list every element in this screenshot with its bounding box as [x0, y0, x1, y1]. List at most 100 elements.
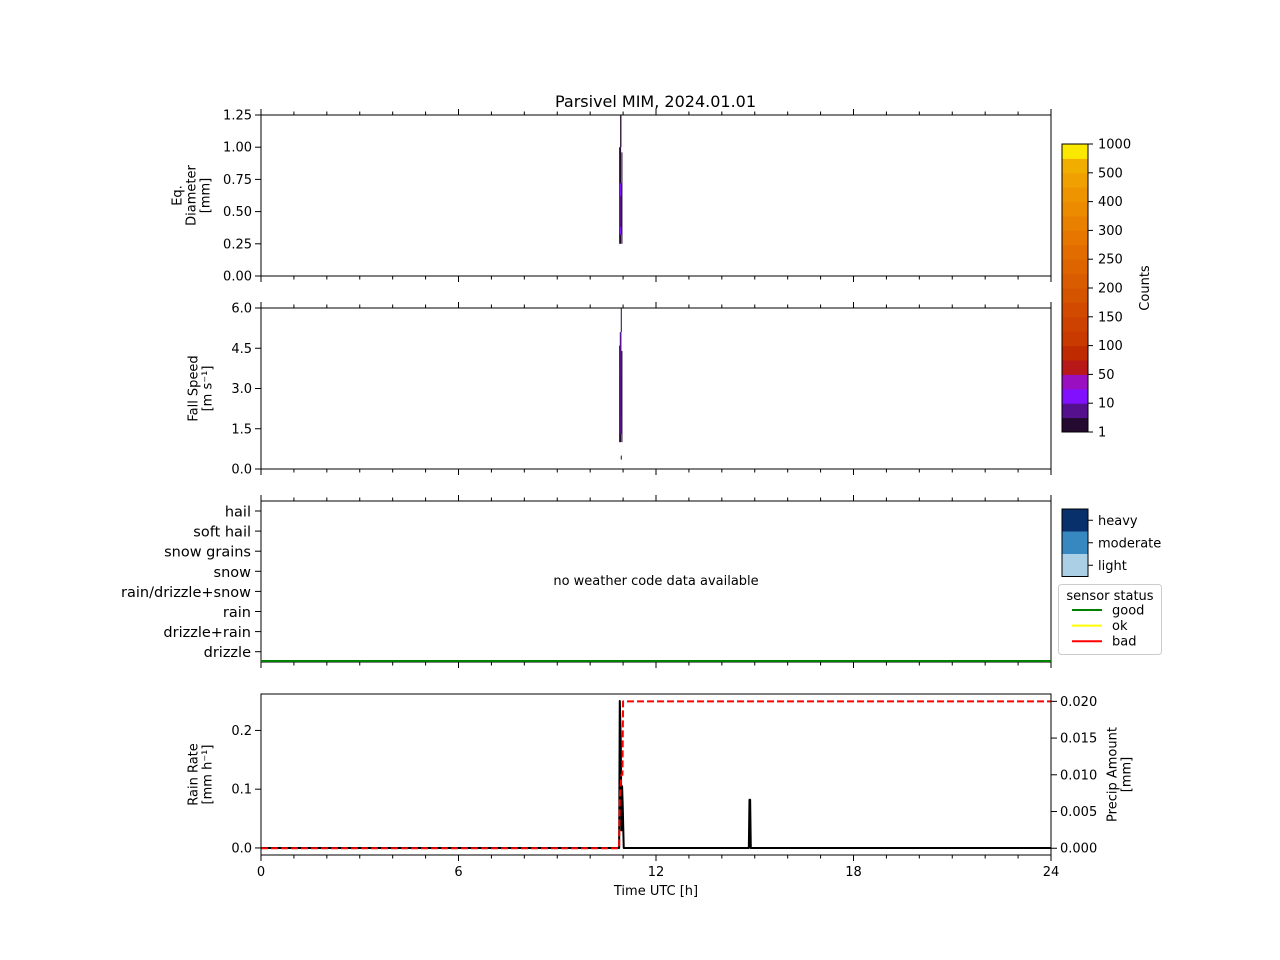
y2-axis-label-line: Precip Amount: [1106, 727, 1121, 822]
y-tick-label: 4.5: [231, 342, 252, 357]
colorbar-tick-label: 250: [1098, 253, 1123, 268]
colorbar-segment-15: [1062, 201, 1088, 217]
colorbar-segment-0: [1062, 417, 1088, 433]
legend-label: bad: [1112, 635, 1136, 650]
colorbar-tick-label: 100: [1098, 339, 1123, 354]
y-axis-label-line: Diameter: [185, 165, 200, 226]
weather-category-label: drizzle: [204, 645, 251, 661]
y-tick-label: 0.75: [223, 173, 252, 188]
y2-tick-label: 0.015: [1060, 732, 1097, 747]
panel-fall_speed: 0.0 1.5 3.0 4.5 6.0 Fall Speed[m s⁻¹]: [187, 302, 1052, 478]
x-tick-label: 18: [845, 865, 862, 880]
y-axis-label-line: [mm]: [199, 178, 214, 213]
x-tick-label: 0: [257, 865, 265, 880]
y-tick-label: 1.25: [223, 109, 252, 124]
y-axis-label-line: Fall Speed: [187, 355, 202, 421]
legend-label: good: [1112, 604, 1144, 619]
y-axis-label-line: [m s⁻¹]: [201, 366, 216, 412]
intensity-label: light: [1098, 559, 1127, 574]
y-tick-label: 1.5: [231, 422, 252, 437]
y-axis-label-line: Eq.: [171, 185, 186, 206]
heatmap-cell-3: [620, 308, 622, 333]
y-axis-label: Eq.Diameter[mm]: [171, 165, 214, 226]
y2-axis-label-line: [mm]: [1120, 757, 1135, 792]
colorbar-segment-10: [1062, 273, 1088, 289]
colorbar-tick-label: 1000: [1098, 138, 1131, 153]
weather-category-label: rain/drizzle+snow: [121, 585, 251, 601]
weather-category-label: soft hail: [193, 525, 251, 541]
x-tick-label: 12: [648, 865, 665, 880]
colorbar-segment-4: [1062, 360, 1088, 375]
colorbar-tick-label: 500: [1098, 166, 1123, 181]
panel-diameter: 0.00 0.25 0.50 0.75 1.00 1.25 Eq.Diameter[mm]: [171, 109, 1052, 285]
colorbar-segment-17: [1062, 172, 1088, 188]
colorbar-tick-label: 200: [1098, 282, 1123, 297]
colorbar-segment-11: [1062, 259, 1088, 275]
y2-axis-label: Precip Amount[mm]: [1106, 727, 1135, 822]
weather-category-label: snow grains: [164, 545, 251, 561]
y-tick-label: 0.50: [223, 205, 252, 220]
colorbar-segment-6: [1062, 331, 1088, 347]
colorbar-segment-5: [1062, 345, 1088, 361]
y-tick-label: 0.00: [223, 270, 252, 285]
intensity-frame: [1061, 508, 1089, 577]
y-tick-label: 0.25: [223, 237, 252, 252]
legend-box: [1058, 584, 1162, 655]
panel-weather-code: drizzle drizzle+rain rain rain/drizzle+snow…: [121, 495, 1052, 668]
colorbar-tick-label: 10: [1098, 397, 1115, 412]
axes-frame: [260, 114, 1052, 277]
colorbar-tick-label: 1: [1098, 426, 1106, 441]
colorbar-segment-3: [1062, 374, 1088, 390]
legend-label: ok: [1112, 619, 1128, 634]
heatmap-cell-3: [620, 115, 622, 148]
intensity-swatch-heavy: [1062, 509, 1088, 532]
colorbar-segment-18: [1062, 158, 1088, 174]
colorbar-segment-7: [1062, 316, 1088, 332]
figure-title: Parsivel MIM, 2024.01.01: [555, 92, 756, 111]
y-tick-label: 6.0: [231, 302, 252, 317]
colorbar-segment-8: [1062, 302, 1088, 318]
intensity-swatch-light: [1062, 554, 1088, 577]
precip-amount-line: [261, 700, 1051, 850]
y-axis-label: Fall Speed[m s⁻¹]: [187, 355, 216, 421]
no-data-annotation: no weather code data available: [553, 574, 758, 589]
y-tick-label: 0.0: [231, 841, 252, 856]
x-tick-label: 24: [1043, 865, 1060, 880]
heatmap-cell-4: [621, 350, 623, 443]
axes-frame: [260, 693, 1052, 856]
legend-title: sensor status: [1066, 589, 1153, 604]
heatmap-cell-4: [621, 152, 623, 244]
weather-category-label: hail: [225, 505, 251, 521]
y-axis-label-line: [mm h⁻¹]: [201, 745, 216, 805]
heatmap-cell-5: [620, 455, 622, 460]
y-tick-label: 0.0: [231, 463, 252, 478]
y-tick-label: 0.2: [231, 724, 252, 739]
y-tick-label: 0.1: [231, 783, 252, 798]
colorbar-tick-label: 300: [1098, 224, 1123, 239]
colorbar-segment-13: [1062, 230, 1088, 246]
panel-rain: 0 6 12 18 24 Time UTC [h] 0.0 0.1 0.2 0.000 0.005 0…: [187, 693, 1135, 899]
intensity-swatch-moderate: [1062, 531, 1088, 554]
x-axis-label: Time UTC [h]: [613, 884, 698, 899]
colorbar-segment-14: [1062, 216, 1088, 231]
y-axis-label-line: Rain Rate: [187, 743, 202, 806]
weather-category-label: snow: [214, 565, 252, 581]
rain-rate-line: [261, 700, 1051, 849]
weather-category-label: drizzle+rain: [163, 625, 251, 641]
colorbar-tick-label: 400: [1098, 195, 1123, 210]
legends: 1 10 50 100 150 200 250 300 400 500 1000 Counts heav…: [1058, 138, 1162, 655]
heatmap-cell-2: [620, 375, 622, 416]
colorbar-tick-label: 150: [1098, 310, 1123, 325]
colorbar-tick-label: 50: [1098, 368, 1115, 383]
x-tick-label: 6: [454, 865, 462, 880]
weather-category-label: rain: [223, 605, 251, 621]
intensity-label: moderate: [1098, 536, 1161, 551]
intensity-legend: heavy moderate light: [1061, 508, 1161, 577]
y-tick-label: 3.0: [231, 382, 252, 397]
colorbar-segment-12: [1062, 244, 1088, 260]
y2-tick-label: 0.005: [1060, 805, 1097, 820]
y2-tick-label: 0.000: [1060, 842, 1097, 857]
counts-colorbar: 1 10 50 100 150 200 250 300 400 500 1000 Counts: [1061, 138, 1153, 441]
intensity-label: heavy: [1098, 514, 1138, 529]
